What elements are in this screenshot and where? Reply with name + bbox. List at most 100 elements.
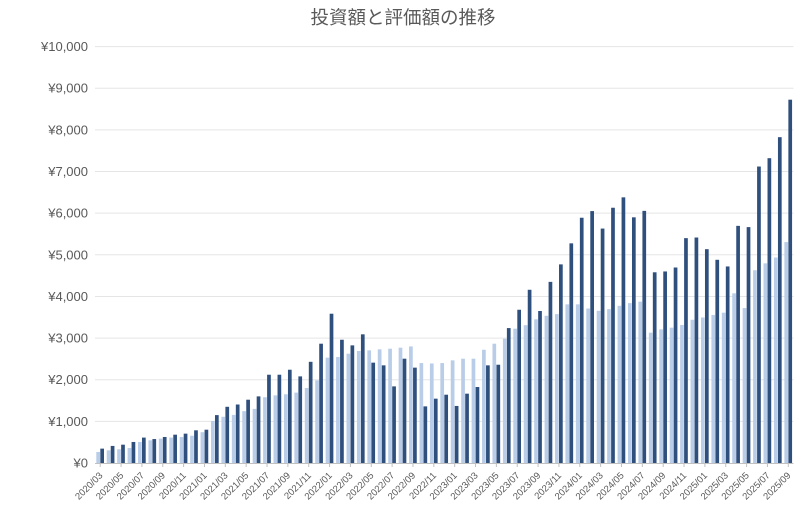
bar-investment: [575, 304, 580, 463]
bar-valuation: [444, 394, 449, 463]
bar-valuation: [579, 217, 584, 463]
bar-investment: [304, 388, 309, 463]
bar-valuation: [298, 376, 303, 463]
bar-investment: [700, 317, 705, 463]
bar-investment: [169, 437, 173, 463]
bar-investment: [242, 411, 246, 463]
bar-investment: [179, 436, 184, 463]
y-axis-label: ¥4,000: [47, 289, 88, 304]
bar-valuation: [371, 362, 376, 463]
bar-investment: [388, 348, 392, 463]
bar-valuation: [465, 393, 469, 463]
bar-investment: [638, 301, 643, 463]
bars-valuation: [100, 99, 793, 464]
bar-valuation: [527, 289, 532, 463]
bar-valuation: [183, 433, 188, 463]
bar-investment: [231, 414, 236, 463]
bar-investment: [210, 420, 215, 463]
bar-valuation: [746, 227, 751, 463]
bar-valuation: [694, 237, 699, 463]
bar-valuation: [225, 406, 230, 463]
bar-valuation: [381, 365, 386, 463]
bar-investment: [419, 363, 424, 463]
bar-investment: [325, 357, 330, 463]
bar-valuation: [340, 339, 344, 463]
bar-investment: [659, 329, 663, 463]
bar-valuation: [256, 396, 261, 463]
bar-investment: [336, 357, 340, 463]
bar-investment: [753, 270, 757, 463]
bar-investment: [471, 358, 476, 463]
bar-valuation: [423, 406, 428, 463]
bar-valuation: [569, 243, 574, 463]
bar-investment: [617, 305, 622, 463]
bar-valuation: [496, 364, 501, 463]
bar-investment: [346, 353, 351, 463]
bar-investment: [429, 363, 434, 463]
bar-valuation: [131, 441, 136, 463]
bar-valuation: [517, 309, 522, 463]
bar-valuation: [506, 328, 511, 463]
bar-valuation: [214, 415, 219, 463]
bar-investment: [367, 350, 372, 463]
bar-investment: [555, 314, 559, 463]
bar-valuation: [194, 430, 198, 463]
bar-valuation: [110, 445, 115, 463]
bar-valuation: [736, 225, 740, 463]
bar-investment: [565, 304, 570, 463]
bar-valuation: [642, 210, 647, 463]
bar-investment: [648, 332, 653, 463]
bar-valuation: [475, 387, 480, 463]
bar-investment: [117, 449, 121, 463]
bar-investment: [398, 347, 403, 463]
bar-investment: [513, 328, 518, 463]
bar-investment: [482, 349, 486, 463]
y-axis-label: ¥2,000: [47, 372, 88, 387]
x-axis: [95, 463, 794, 467]
chart-title: 投資額と評価額の推移: [310, 7, 495, 28]
bar-investment: [461, 358, 465, 463]
bar-investment: [294, 392, 299, 463]
bar-investment: [596, 310, 601, 463]
bar-valuation: [684, 238, 688, 463]
bar-valuation: [715, 259, 720, 463]
bar-investment: [96, 451, 100, 463]
bar-investment: [773, 257, 778, 463]
bar-valuation: [319, 343, 323, 463]
bar-investment: [492, 343, 497, 463]
y-axis-labels: ¥0 ¥1,000 ¥2,000 ¥3,000 ¥4,000 ¥5,000 ¥6,000 ¥7…: [40, 39, 88, 470]
bar-valuation: [538, 311, 542, 463]
bar-valuation: [631, 217, 636, 463]
y-axis-label: ¥9,000: [47, 81, 88, 96]
gridlines: [95, 46, 794, 422]
bar-valuation: [652, 272, 657, 463]
y-axis-label: ¥8,000: [47, 122, 88, 137]
bar-valuation: [413, 367, 417, 463]
bar-investment: [763, 263, 768, 463]
bar-investment: [627, 303, 632, 463]
bar-valuation: [142, 437, 146, 463]
bar-investment: [607, 309, 611, 463]
bar-valuation: [548, 281, 553, 463]
bar-investment: [283, 394, 288, 463]
bar-investment: [742, 308, 747, 463]
bar-valuation: [673, 267, 678, 463]
bar-valuation: [277, 374, 282, 463]
bar-valuation: [308, 361, 313, 463]
bar-valuation: [360, 334, 365, 463]
bar-valuation: [173, 434, 177, 463]
bar-investment: [138, 441, 142, 463]
bar-investment: [263, 397, 267, 463]
bar-valuation: [287, 369, 292, 463]
bar-investment: [190, 435, 194, 463]
bar-valuation: [433, 398, 438, 463]
bar-valuation: [663, 271, 667, 463]
bar-investment: [221, 416, 226, 463]
bar-valuation: [329, 313, 334, 463]
bar-investment: [315, 380, 319, 463]
bar-valuation: [350, 345, 355, 463]
bar-investment: [377, 349, 382, 463]
bar-valuation: [204, 429, 209, 463]
bar-investment: [252, 408, 257, 463]
